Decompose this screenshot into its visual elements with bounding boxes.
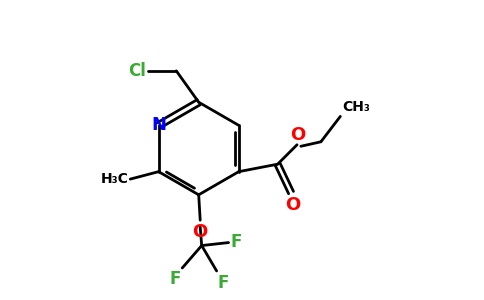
Text: O: O [193, 223, 208, 241]
Text: N: N [151, 116, 166, 134]
Text: O: O [290, 126, 305, 144]
Text: F: F [217, 274, 228, 292]
Text: Cl: Cl [128, 62, 146, 80]
Text: F: F [169, 270, 181, 288]
Text: F: F [230, 233, 242, 251]
Text: O: O [285, 196, 300, 214]
Text: H₃C: H₃C [101, 172, 129, 186]
Text: CH₃: CH₃ [342, 100, 370, 114]
